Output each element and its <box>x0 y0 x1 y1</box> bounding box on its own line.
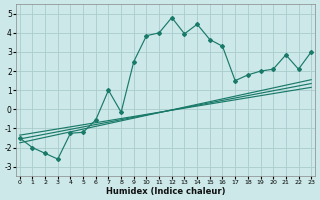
X-axis label: Humidex (Indice chaleur): Humidex (Indice chaleur) <box>106 187 225 196</box>
